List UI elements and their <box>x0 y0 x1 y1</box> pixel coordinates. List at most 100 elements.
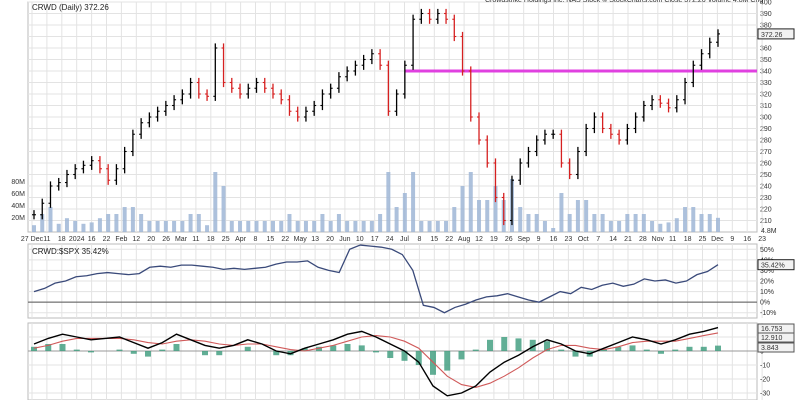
price-bar <box>320 89 325 111</box>
x-tick-label: 11 <box>43 236 50 243</box>
x-tick-label: 24 <box>386 236 394 243</box>
price-y-tick-label: 270 <box>760 149 772 156</box>
macd-y-tick-label: -10 <box>760 363 770 370</box>
price-bar <box>477 112 482 145</box>
x-tick-label: 16 <box>550 236 558 243</box>
volume-bar <box>551 228 556 232</box>
price-bar <box>345 66 350 82</box>
volume-bar <box>386 172 391 232</box>
price-bar <box>386 60 391 116</box>
volume-bar <box>567 214 572 232</box>
volume-bar <box>295 221 300 232</box>
volume-bar <box>600 214 605 232</box>
price-bar <box>163 100 168 116</box>
price-bar <box>551 129 556 139</box>
volume-bar <box>48 207 53 232</box>
volume-bar <box>336 214 341 232</box>
x-tick-label: 25 <box>699 236 707 243</box>
price-y-tick-label: 350 <box>760 57 772 64</box>
macd-histogram-bar <box>59 344 66 351</box>
rs-y-tick-label: 30% <box>760 268 774 275</box>
volume-bar <box>56 223 61 232</box>
volume-bar <box>658 223 663 232</box>
volume-bar <box>394 207 399 232</box>
macd-badge-label: 16.753 <box>761 326 783 333</box>
price-bar <box>699 49 704 70</box>
volume-bar <box>221 186 226 232</box>
macd-histogram-bar <box>330 345 337 351</box>
price-y-tick-label: 360 <box>760 46 772 53</box>
price-bar <box>196 77 201 99</box>
volume-bar <box>130 207 135 232</box>
x-tick-label: Feb <box>115 236 127 243</box>
price-bar <box>262 77 267 93</box>
volume-bar <box>518 207 523 232</box>
volume-bar <box>320 214 325 232</box>
volume-bar <box>542 221 547 232</box>
price-y-tick-label: 400 <box>760 0 772 7</box>
volume-bar <box>312 221 317 232</box>
price-bar <box>666 98 671 113</box>
price-bar <box>336 72 341 93</box>
price-bar <box>64 169 69 188</box>
x-tick-label: 18 <box>684 236 692 243</box>
volume-bar <box>559 193 564 232</box>
price-bar <box>534 135 539 157</box>
macd-histogram-bar <box>558 349 565 351</box>
x-tick-label: 2024 <box>69 236 85 243</box>
price-bar <box>600 112 605 134</box>
price-badge-label: 372.26 <box>761 32 783 39</box>
x-tick-label: 22 <box>445 236 453 243</box>
rs-y-tick-label: -10% <box>760 310 776 317</box>
macd-histogram-bar <box>415 351 422 365</box>
price-bar <box>419 8 424 24</box>
price-bar <box>312 100 317 116</box>
macd-histogram-bar <box>301 348 308 351</box>
price-bar <box>279 89 284 105</box>
price-bar <box>691 60 696 88</box>
x-tick-label: 22 <box>103 236 111 243</box>
volume-bar <box>254 221 259 232</box>
x-tick-label: 10 <box>356 236 364 243</box>
price-bar <box>394 89 399 116</box>
volume-tick-label: 80M <box>11 179 25 186</box>
volume-bar <box>584 200 589 232</box>
price-y-tick-label: 380 <box>760 23 772 30</box>
volume-tick-label: 20M <box>11 215 25 222</box>
price-bar <box>485 135 490 168</box>
macd-badge-label: 12.910 <box>761 335 783 342</box>
x-tick-label: 15 <box>267 236 275 243</box>
volume-bar <box>707 214 712 232</box>
volume-bar <box>122 207 127 232</box>
x-tick-label: 16 <box>88 236 96 243</box>
x-tick-label: Mar <box>175 236 188 243</box>
x-tick-label: Oct <box>578 236 589 243</box>
macd-histogram-bar <box>658 351 664 354</box>
macd-histogram-bar <box>444 351 451 371</box>
x-tick-label: 17 <box>371 236 379 243</box>
volume-bar <box>172 221 177 232</box>
volume-bar <box>633 214 638 232</box>
volume-bar <box>147 221 152 232</box>
chart-header-text: Crowdstrike Holdings Inc. NAS Stock © St… <box>485 0 763 4</box>
volume-bar <box>188 214 193 232</box>
volume-bar <box>641 214 646 232</box>
price-y-tick-label: 210 <box>760 218 772 225</box>
volume-bar <box>114 214 119 232</box>
price-bar <box>501 192 506 226</box>
price-y-tick-label: 320 <box>760 92 772 99</box>
volume-bar <box>229 221 234 232</box>
x-tick-label: 7 <box>596 236 600 243</box>
volume-bar <box>699 214 704 232</box>
macd-histogram-bar <box>387 351 394 358</box>
price-bar <box>32 210 36 220</box>
x-tick-label: 22 <box>281 236 289 243</box>
rs-badge <box>757 259 795 271</box>
volume-bar <box>716 217 720 232</box>
x-tick-label: Jun <box>339 236 350 243</box>
price-bar <box>303 106 308 122</box>
macd-histogram-bar <box>358 345 365 351</box>
price-bar <box>658 95 663 108</box>
